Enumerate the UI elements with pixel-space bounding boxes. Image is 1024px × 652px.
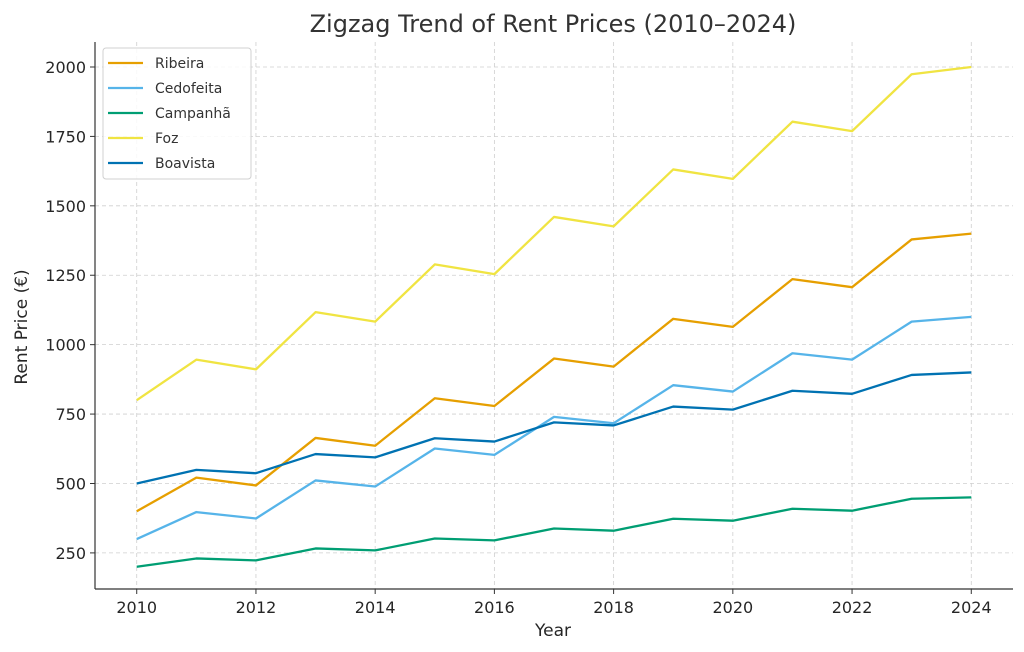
legend-label: Cedofeita — [155, 81, 222, 97]
y-axis-label: Rent Price (€) — [12, 269, 32, 384]
x-tick-label: 2018 — [593, 598, 634, 617]
y-tick-label: 2000 — [45, 58, 86, 77]
x-tick-label: 2010 — [116, 598, 157, 617]
y-tick-label: 1000 — [45, 336, 86, 355]
axes — [94, 42, 1013, 590]
y-tick-label: 1750 — [45, 127, 86, 146]
y-tick-label: 500 — [55, 474, 86, 493]
legend-box — [102, 47, 252, 180]
legend-label: Boavista — [155, 156, 215, 172]
legend-label: Campanhã — [155, 106, 231, 122]
grid — [95, 42, 1013, 589]
x-tick-label: 2012 — [236, 598, 277, 617]
series-line-boavista — [136, 371, 972, 485]
x-tick-label: 2014 — [355, 598, 396, 617]
y-tick-label: 250 — [55, 544, 86, 563]
series-lines — [136, 65, 972, 568]
legend: Ribeira Cedofeita Campanhã Foz Boavista — [102, 47, 252, 180]
series-line-cedofeita — [136, 315, 972, 541]
x-axis-ticks: 2010 2012 2014 2016 2018 2020 2022 2024 — [116, 589, 992, 617]
legend-label: Foz — [155, 131, 178, 147]
x-tick-label: 2020 — [712, 598, 753, 617]
x-tick-label: 2016 — [474, 598, 515, 617]
legend-label: Ribeira — [155, 56, 204, 72]
y-tick-label: 1250 — [45, 266, 86, 285]
y-axis-ticks: 250 500 750 1000 1250 1500 1750 2000 — [45, 58, 95, 563]
y-tick-label: 1500 — [45, 197, 86, 216]
y-tick-label: 750 — [55, 405, 86, 424]
series-line-campanhã — [136, 496, 972, 568]
x-axis-label: Year — [534, 621, 571, 641]
x-tick-label: 2024 — [951, 598, 992, 617]
chart-title: Zigzag Trend of Rent Prices (2010–2024) — [310, 10, 797, 38]
x-tick-label: 2022 — [832, 598, 873, 617]
series-line-ribeira — [136, 232, 972, 513]
series-line-foz — [136, 65, 972, 402]
